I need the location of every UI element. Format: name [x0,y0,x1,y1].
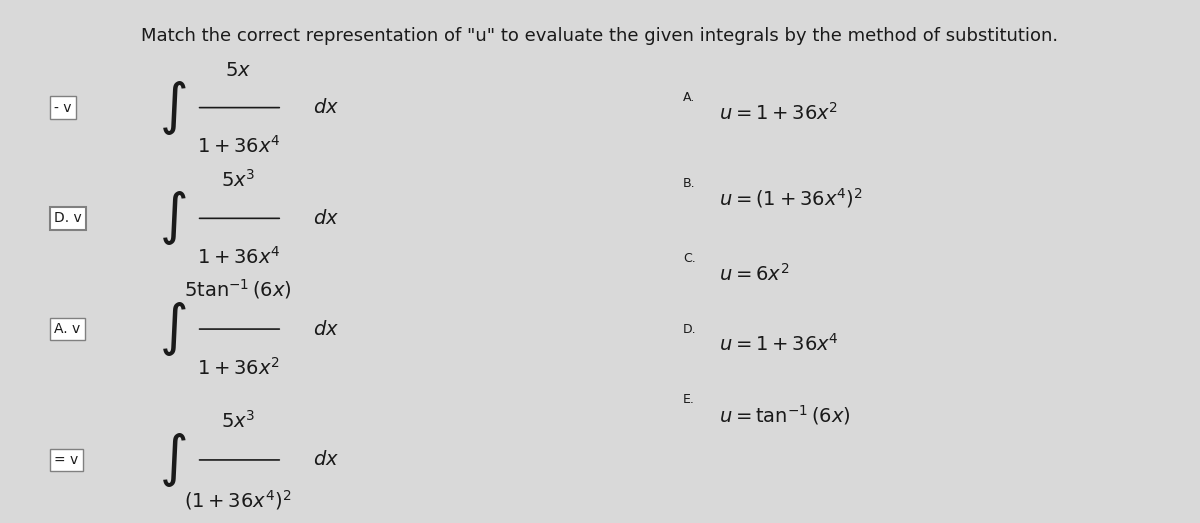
Text: D. v: D. v [54,211,82,225]
Text: C.: C. [683,252,696,265]
Text: B.: B. [683,177,696,190]
Text: - v: - v [54,100,72,115]
Text: $\int$: $\int$ [160,431,187,489]
Text: $u = \tan^{-1}(6x)$: $u = \tan^{-1}(6x)$ [719,403,851,427]
Text: $1 + 36x^{2}$: $1 + 36x^{2}$ [197,357,280,379]
Text: $\int$: $\int$ [160,189,187,247]
Text: A. v: A. v [54,322,80,336]
Text: $5x^{3}$: $5x^{3}$ [221,411,256,433]
Text: $u = 6x^{2}$: $u = 6x^{2}$ [719,263,790,285]
Text: $u = 1 + 36x^{2}$: $u = 1 + 36x^{2}$ [719,101,838,123]
Text: $\int$: $\int$ [160,78,187,137]
Text: $dx$: $dx$ [313,98,340,117]
Text: $dx$: $dx$ [313,450,340,470]
Text: Match the correct representation of "u" to evaluate the given integrals by the m: Match the correct representation of "u" … [142,27,1058,45]
Text: $1 + 36x^{4}$: $1 + 36x^{4}$ [197,135,280,157]
Text: $\int$: $\int$ [160,300,187,358]
Text: $u = 1 + 36x^{4}$: $u = 1 + 36x^{4}$ [719,333,839,355]
Text: $dx$: $dx$ [313,320,340,338]
Text: $5x$: $5x$ [226,61,251,80]
Text: $1 + 36x^{4}$: $1 + 36x^{4}$ [197,246,280,268]
Text: = v: = v [54,453,79,467]
Text: $5\tan^{-1}(6x)$: $5\tan^{-1}(6x)$ [185,278,292,301]
Text: $(1 + 36x^{4})^{2}$: $(1 + 36x^{4})^{2}$ [185,487,292,511]
Text: $5x^{3}$: $5x^{3}$ [221,169,256,191]
Text: A.: A. [683,91,695,104]
Text: D.: D. [683,323,697,336]
Text: $dx$: $dx$ [313,209,340,228]
Text: E.: E. [683,393,695,406]
Text: $u = (1+36x^{4})^{2}$: $u = (1+36x^{4})^{2}$ [719,186,863,210]
